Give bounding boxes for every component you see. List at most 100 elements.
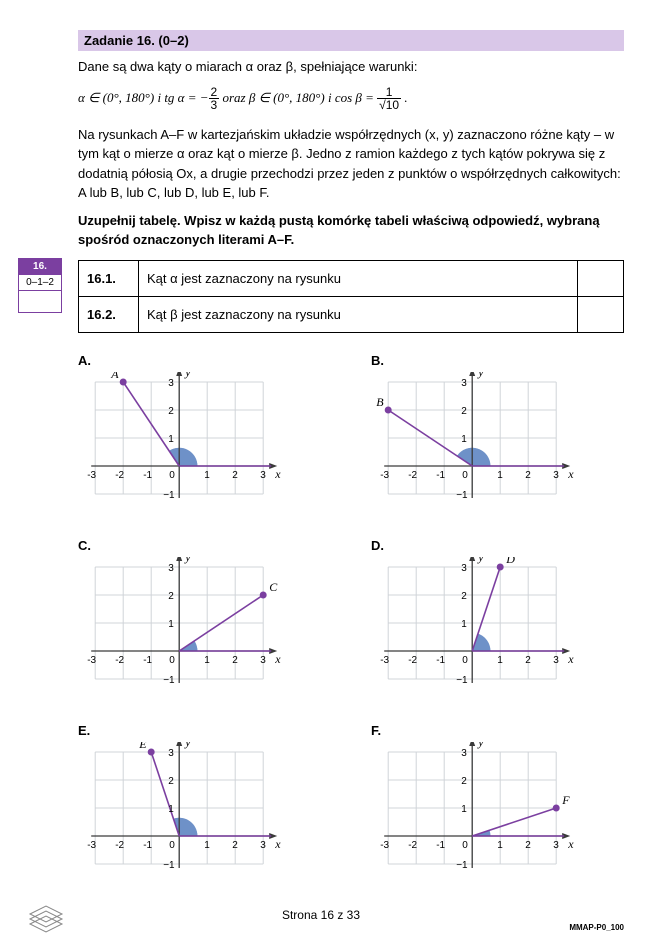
chart-letter: D. xyxy=(371,538,624,553)
chart-cell: D.D-3-2-1123123−10xy xyxy=(371,538,624,705)
svg-text:0: 0 xyxy=(169,840,175,851)
svg-text:-3: -3 xyxy=(87,840,96,851)
chart-cell: A.A-3-2-1123123−10xy xyxy=(78,353,331,520)
svg-text:0: 0 xyxy=(462,655,468,666)
svg-text:-2: -2 xyxy=(408,840,417,851)
svg-text:2: 2 xyxy=(461,776,467,787)
chart-cell: B.B-3-2-1123123−10xy xyxy=(371,353,624,520)
svg-text:y: y xyxy=(477,557,484,564)
math-seg-2: oraz β ∈ (0°, 180°) i cos β = xyxy=(219,90,377,105)
svg-text:3: 3 xyxy=(553,840,559,851)
doc-code: MMAP-P0_100 xyxy=(569,923,624,932)
task-math: α ∈ (0°, 180°) i tg α = −23 oraz β ∈ (0°… xyxy=(78,85,624,111)
svg-text:3: 3 xyxy=(260,655,266,666)
svg-text:2: 2 xyxy=(525,840,531,851)
svg-text:1: 1 xyxy=(461,804,467,815)
svg-text:1: 1 xyxy=(168,434,174,445)
svg-text:x: x xyxy=(567,837,574,851)
svg-text:1: 1 xyxy=(497,655,503,666)
svg-text:-3: -3 xyxy=(87,655,96,666)
svg-text:-1: -1 xyxy=(436,655,445,666)
svg-text:2: 2 xyxy=(232,655,238,666)
svg-text:x: x xyxy=(274,652,281,666)
svg-text:-3: -3 xyxy=(380,840,389,851)
svg-text:E: E xyxy=(138,742,147,751)
chart-cell: F.F-3-2-1123123−10xy xyxy=(371,723,624,890)
charts-grid: A. A -3 -2 -1 1 2 3 1 2 3 −1 0 x y B. B -3 -2 -1 1 2 3 1 2 3 −1 0 x y… xyxy=(78,353,624,890)
svg-text:3: 3 xyxy=(168,563,174,574)
svg-text:1: 1 xyxy=(204,655,210,666)
svg-text:y: y xyxy=(477,742,484,749)
chart-letter: B. xyxy=(371,353,624,368)
chart-svg: B-3-2-1123123−10xy xyxy=(371,372,601,517)
svg-text:1: 1 xyxy=(204,470,210,481)
cell-blank[interactable] xyxy=(578,260,624,296)
page-footer: Strona 16 z 33 xyxy=(18,908,624,922)
svg-text:−1: −1 xyxy=(456,860,468,871)
svg-text:-2: -2 xyxy=(115,840,124,851)
svg-text:2: 2 xyxy=(461,406,467,417)
svg-text:2: 2 xyxy=(232,470,238,481)
svg-text:3: 3 xyxy=(553,470,559,481)
task-instruction: Uzupełnij tabelę. Wpisz w każdą pustą ko… xyxy=(78,211,624,250)
svg-text:F: F xyxy=(561,793,570,807)
svg-text:1: 1 xyxy=(204,840,210,851)
svg-text:−1: −1 xyxy=(163,860,175,871)
svg-text:B: B xyxy=(376,395,384,409)
chart-letter: A. xyxy=(78,353,331,368)
cell-blank[interactable] xyxy=(578,296,624,332)
table-row: 16.1. Kąt α jest zaznaczony na rysunku xyxy=(79,260,624,296)
svg-text:1: 1 xyxy=(497,470,503,481)
svg-text:-3: -3 xyxy=(380,655,389,666)
svg-text:x: x xyxy=(274,467,281,481)
svg-text:−1: −1 xyxy=(163,490,175,501)
sidebar-score-box: 16. 0–1–2 xyxy=(18,258,62,313)
svg-text:2: 2 xyxy=(168,776,174,787)
svg-text:-2: -2 xyxy=(115,470,124,481)
svg-text:-3: -3 xyxy=(87,470,96,481)
svg-text:3: 3 xyxy=(461,563,467,574)
svg-text:1: 1 xyxy=(168,619,174,630)
svg-text:0: 0 xyxy=(169,655,175,666)
chart-cell: C.C-3-2-1123123−10xy xyxy=(78,538,331,705)
chart-svg: A-3-2-1123123−10xy xyxy=(78,372,308,517)
svg-text:y: y xyxy=(477,372,484,379)
svg-text:2: 2 xyxy=(525,655,531,666)
cell-num: 16.2. xyxy=(79,296,139,332)
svg-text:x: x xyxy=(274,837,281,851)
sidebar-number: 16. xyxy=(19,259,61,274)
task-header: Zadanie 16. (0–2) xyxy=(78,30,624,51)
svg-text:-2: -2 xyxy=(115,655,124,666)
cell-num: 16.1. xyxy=(79,260,139,296)
svg-text:-1: -1 xyxy=(143,470,152,481)
svg-text:3: 3 xyxy=(168,748,174,759)
svg-text:y: y xyxy=(184,557,191,564)
svg-text:0: 0 xyxy=(462,470,468,481)
svg-text:-3: -3 xyxy=(380,470,389,481)
svg-text:-1: -1 xyxy=(143,840,152,851)
task-intro: Dane są dwa kąty o miarach α oraz β, spe… xyxy=(78,57,624,77)
svg-text:−1: −1 xyxy=(456,490,468,501)
svg-text:y: y xyxy=(184,372,191,379)
task-para1: Na rysunkach A–F w kartezjańskim układzi… xyxy=(78,125,624,203)
svg-text:A: A xyxy=(110,372,119,381)
table-row: 16.2. Kąt β jest zaznaczony na rysunku xyxy=(79,296,624,332)
svg-text:-1: -1 xyxy=(143,655,152,666)
sidebar-score: 0–1–2 xyxy=(19,274,61,290)
svg-text:−1: −1 xyxy=(163,675,175,686)
math-seg-3: . xyxy=(401,90,408,105)
svg-text:-1: -1 xyxy=(436,470,445,481)
svg-text:2: 2 xyxy=(168,406,174,417)
chart-svg: E-3-2-1123123−10xy xyxy=(78,742,308,887)
svg-text:-2: -2 xyxy=(408,470,417,481)
cell-text: Kąt β jest zaznaczony na rysunku xyxy=(139,296,578,332)
svg-text:1: 1 xyxy=(168,804,174,815)
sidebar-blank xyxy=(19,290,61,312)
chart-cell: E.E-3-2-1123123−10xy xyxy=(78,723,331,890)
svg-text:1: 1 xyxy=(497,840,503,851)
svg-text:2: 2 xyxy=(232,840,238,851)
svg-text:2: 2 xyxy=(168,591,174,602)
svg-text:1: 1 xyxy=(461,619,467,630)
math-seg-1: α ∈ (0°, 180°) i tg α = − xyxy=(78,90,209,105)
svg-text:3: 3 xyxy=(260,840,266,851)
